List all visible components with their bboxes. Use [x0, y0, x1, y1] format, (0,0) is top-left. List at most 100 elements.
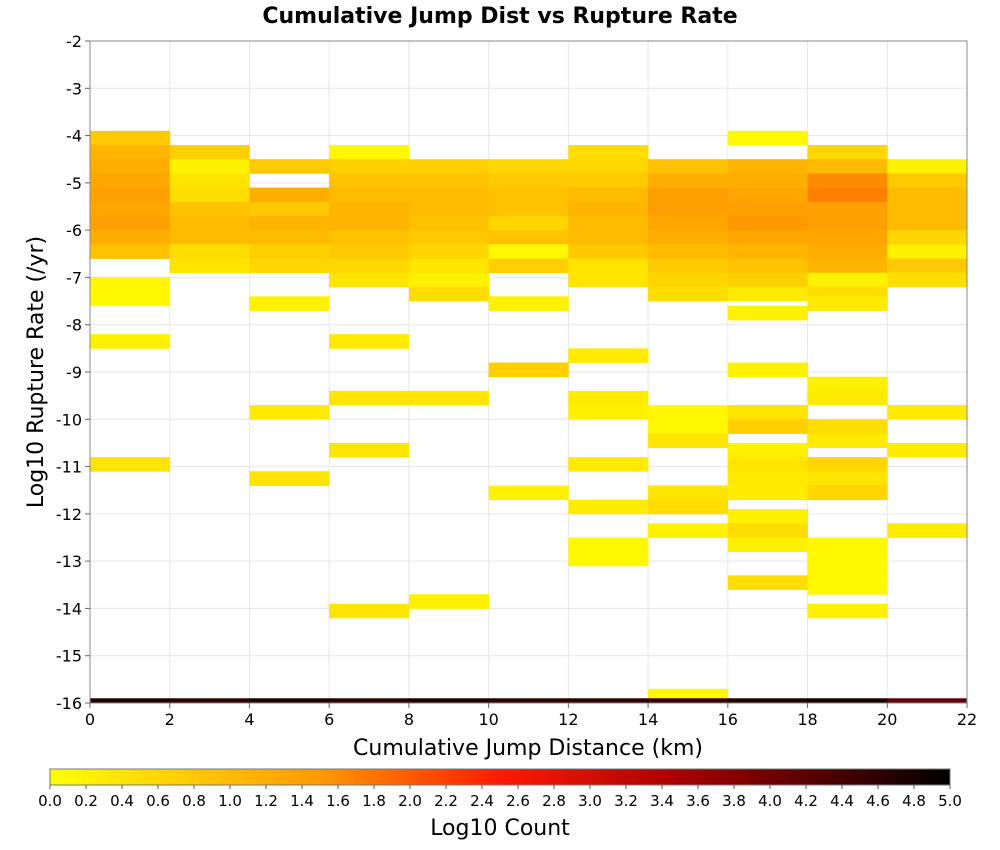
heatmap-cell: [488, 296, 569, 311]
y-tick-label: -12: [56, 505, 82, 524]
heatmap-cell: [648, 405, 729, 420]
heatmap-cell: [568, 390, 649, 406]
heatmap-cell: [887, 215, 968, 231]
heatmap-cell: [727, 485, 808, 501]
heatmap-cell: [648, 286, 729, 302]
heatmap-cell: [727, 173, 808, 188]
x-tick-label: 20: [877, 710, 897, 729]
heatmap-cell: [568, 230, 649, 245]
heatmap-cell-bottom: [727, 698, 808, 703]
heatmap-cell: [887, 244, 968, 259]
heatmap-cell: [887, 230, 968, 245]
heatmap-cell: [887, 442, 968, 458]
heatmap-cell: [90, 201, 171, 217]
heatmap-cell: [807, 244, 888, 259]
heatmap-cell: [408, 215, 490, 231]
heatmap-cell: [568, 272, 649, 288]
heatmap-cell: [90, 457, 171, 472]
heatmap-cell: [807, 145, 888, 160]
x-tick-label: 22: [957, 710, 977, 729]
x-tick-label: 8: [404, 710, 414, 729]
heatmap-cell: [727, 575, 808, 590]
heatmap-cell: [807, 603, 888, 619]
x-tick-label: 12: [558, 710, 578, 729]
x-tick-label: 18: [797, 710, 817, 729]
heatmap-cell: [408, 258, 490, 274]
colorbar-tick-label: 1.6: [326, 792, 350, 810]
x-tick-label: 4: [244, 710, 254, 729]
y-tick-label: -5: [66, 174, 82, 193]
heatmap-cell: [329, 230, 410, 245]
x-tick-label: 0: [85, 710, 95, 729]
colorbar-tick-label: 0.6: [146, 792, 170, 810]
heatmap-cell: [329, 272, 410, 288]
x-tick-label: 6: [324, 710, 334, 729]
heatmap-cell: [90, 159, 171, 174]
heatmap-cell-bottom: [488, 698, 569, 703]
colorbar-tick-label: 2.8: [542, 792, 566, 810]
heatmap-cell: [169, 159, 250, 174]
heatmap-cell: [568, 145, 649, 160]
heatmap-cell: [648, 485, 729, 501]
colorbar-tick-label: 0.4: [110, 792, 134, 810]
heatmap-cell: [727, 187, 808, 203]
heatmap-cell: [807, 258, 888, 274]
heatmap-cell: [329, 258, 410, 274]
heatmap-cell: [329, 145, 410, 160]
heatmap-cell: [887, 201, 968, 217]
heatmap-cell: [887, 159, 968, 174]
heatmap-cell: [329, 187, 410, 203]
heatmap-cell: [807, 551, 888, 567]
y-tick-label: -2: [66, 32, 82, 51]
heatmap-cell: [727, 230, 808, 245]
colorbar-tick-label: 1.8: [362, 792, 386, 810]
heatmap-cell: [488, 159, 569, 174]
heatmap-cell: [249, 405, 330, 420]
heatmap-cell: [727, 457, 808, 472]
heatmap-cell-bottom: [329, 698, 410, 703]
heatmap-cell: [408, 244, 490, 259]
heatmap-cell: [249, 159, 330, 174]
heatmap-cell: [727, 305, 808, 321]
colorbar-tick-label: 4.4: [830, 792, 854, 810]
x-tick-label: 2: [165, 710, 175, 729]
colorbar-tick-label: 3.0: [578, 792, 602, 810]
y-tick-label: -3: [66, 79, 82, 98]
y-tick-label: -11: [56, 458, 82, 477]
heatmap-cell: [807, 485, 888, 501]
colorbar-tick-label: 1.4: [290, 792, 314, 810]
colorbar-tick-label: 0.2: [74, 792, 98, 810]
heatmap-cell: [807, 230, 888, 245]
colorbar-tick-label: 3.2: [614, 792, 638, 810]
heatmap-cell: [249, 201, 330, 217]
y-tick-label: -9: [66, 363, 82, 382]
heatmap-cell: [90, 215, 171, 231]
heatmap-cell: [329, 173, 410, 188]
heatmap-cell: [408, 390, 490, 406]
heatmap-cell: [887, 405, 968, 420]
heatmap-cell: [727, 509, 808, 524]
colorbar-tick-label: 2.4: [470, 792, 494, 810]
heatmap-cell: [727, 442, 808, 458]
heatmap-cell: [408, 201, 490, 217]
heatmap-cell: [488, 187, 569, 203]
heatmap-cell: [568, 159, 649, 174]
heatmap-cell: [329, 215, 410, 231]
heatmap-cell: [488, 215, 569, 231]
heatmap-cell: [568, 215, 649, 231]
heatmap-cell: [169, 258, 250, 274]
colorbar-tick-label: 3.4: [650, 792, 674, 810]
heatmap-cell: [807, 390, 888, 406]
heatmap-cell: [568, 173, 649, 188]
heatmap-cells: [90, 130, 968, 704]
heatmap-cell-bottom: [249, 698, 330, 703]
y-tick-label: -13: [56, 552, 82, 571]
heatmap-cell: [90, 244, 171, 259]
heatmap-cell: [648, 499, 729, 515]
y-tick-label: -16: [56, 694, 82, 713]
heatmap-cell: [648, 419, 729, 434]
x-axis-label: Cumulative Jump Distance (km): [353, 736, 703, 761]
heatmap-cell: [488, 230, 569, 245]
heatmap-cell: [807, 580, 888, 595]
colorbar-tick-label: 4.8: [902, 792, 926, 810]
